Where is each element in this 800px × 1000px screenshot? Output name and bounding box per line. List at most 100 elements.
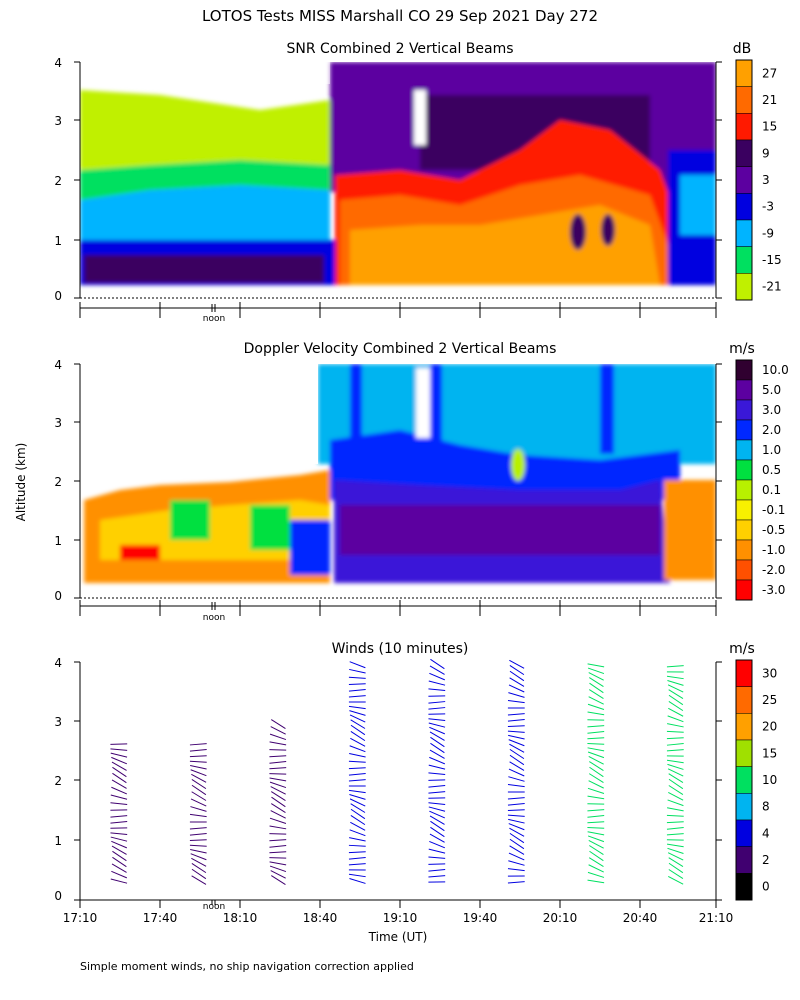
wind-barb-5-16: [507, 784, 525, 788]
winds-noon-label: noon: [203, 902, 225, 912]
wind-barb-6-2: [588, 864, 604, 873]
doppler-yticks: [74, 363, 722, 599]
wind-barb-2-21: [269, 755, 287, 758]
wind-barb-3-31: [348, 695, 366, 698]
wind-barb-4-16: [428, 785, 446, 788]
footnote: Simple moment winds, no ship navigation …: [80, 960, 414, 973]
winds-colorbar-swatch-7: [735, 846, 753, 874]
winds-colorbar-swatch-3: [735, 739, 753, 767]
snr-ytick-2: 2: [54, 174, 62, 188]
snr-colorbar-label-5: -3: [762, 200, 774, 214]
wind-barb-2-9: [269, 825, 287, 830]
winds-xtick-0: 17:10: [63, 911, 98, 925]
doppler-colorbar-swatch-6: [735, 479, 753, 501]
snr-colorbar-swatch-1: [735, 86, 753, 114]
winds-colorbar-swatch-4: [735, 766, 753, 794]
wind-barb-6-6: [588, 839, 604, 849]
wind-barb-0-16: [111, 779, 127, 789]
wind-barb-5-9: [508, 823, 525, 831]
wind-barb-3-27: [349, 714, 366, 723]
wind-barb-2-23: [269, 741, 287, 746]
wind-barb-3-18: [348, 773, 366, 776]
wind-barb-0-20: [111, 756, 128, 765]
doppler-ytick-4: 4: [54, 358, 62, 372]
doppler-colorbar-label-0: 10.0: [762, 363, 789, 377]
wind-barb-4-36: [430, 658, 445, 670]
wind-barb-1-14: [191, 791, 207, 801]
doppler-colorbar: m/s 10.0 5.0 3.0 2.0 1.0 0.5 0.1 -0.1 -0.5 -1.0 -2…: [729, 341, 789, 601]
wind-barb-6-24: [587, 737, 605, 740]
wind-barb-4-25: [429, 726, 446, 735]
winds-colorbar-swatch-1: [735, 686, 753, 714]
doppler-colorbar-label-6: 0.1: [762, 483, 781, 497]
wind-barb-7-1: [668, 869, 684, 880]
wind-barb-0-4: [112, 850, 127, 862]
wind-barb-3-13: [349, 798, 366, 807]
wind-barb-4-10: [429, 815, 445, 825]
wind-barb-1-23: [189, 743, 207, 746]
snr-noon-label: noon: [203, 314, 225, 324]
wind-barb-4-18: [428, 772, 446, 775]
winds-colorbar-label-8: 0: [762, 880, 770, 894]
snr-colorbar-label-7: -15: [762, 253, 782, 267]
wind-barb-5-31: [508, 692, 525, 698]
doppler-region-blank-top: [80, 364, 318, 464]
wind-barb-3-8: [349, 829, 366, 837]
wind-barb-7-2: [668, 862, 684, 874]
wind-barb-5-25: [507, 730, 525, 733]
wind-barb-0-18: [112, 766, 127, 778]
wind-barb-6-19: [589, 761, 604, 772]
wind-barb-1-1: [191, 868, 207, 880]
winds-yticks: [74, 661, 722, 901]
wind-barb-4-20: [429, 756, 446, 765]
wind-barb-2-11: [270, 810, 286, 819]
wind-barb-2-14: [271, 791, 286, 801]
wind-barb-1-15: [191, 784, 207, 796]
wind-barb-1-19: [190, 765, 207, 770]
wind-barb-6-7: [587, 835, 605, 843]
wind-barb-4-34: [429, 672, 446, 681]
winds-xtick-7: 20:40: [623, 911, 658, 925]
wind-barb-5-19: [509, 761, 525, 771]
wind-barb-4-35: [429, 665, 445, 675]
wind-barb-7-30: [668, 694, 684, 706]
wind-barb-4-1: [428, 875, 446, 878]
winds-ytick-2: 2: [54, 774, 62, 788]
winds-colorbar-swatch-8: [735, 873, 753, 901]
wind-barb-0-5: [111, 845, 127, 855]
wind-barb-7-15: [668, 785, 684, 796]
wind-barb-5-11: [507, 814, 525, 817]
wind-barb-1-2: [191, 862, 207, 874]
wind-barb-7-19: [667, 763, 684, 770]
wind-barb-0-22: [110, 748, 128, 751]
wind-barb-2-25: [270, 726, 286, 735]
wind-barb-0-3: [112, 856, 127, 868]
wind-barb-7-20: [666, 759, 684, 764]
snr-colorbar-label-2: 15: [762, 120, 777, 134]
wind-barb-6-21: [587, 751, 605, 759]
doppler-ytick-2: 2: [54, 475, 62, 489]
wind-barb-2-12: [270, 803, 286, 813]
doppler-region-left-red: [120, 545, 160, 560]
snr-region-gap: [414, 90, 426, 145]
wind-barb-2-1: [270, 870, 286, 879]
doppler-colorbar-swatch-11: [735, 579, 753, 601]
wind-barb-7-11: [666, 814, 684, 817]
wind-barb-4-7: [429, 833, 445, 843]
wind-barb-7-13: [667, 799, 684, 807]
snr-region-left-yellow: [80, 90, 330, 170]
doppler-colorbar-swatch-3: [735, 419, 753, 441]
wind-barb-2-26: [271, 719, 286, 730]
winds-xtick-4: 19:10: [383, 911, 418, 925]
wind-barb-1-16: [191, 779, 207, 790]
wind-barb-6-32: [589, 682, 604, 694]
wind-barb-7-26: [667, 723, 684, 728]
doppler-ytick-3: 3: [54, 416, 62, 430]
wind-barb-3-22: [349, 745, 366, 753]
wind-barb-5-34: [509, 670, 525, 682]
wind-barb-6-34: [588, 672, 604, 681]
wind-barb-1-17: [191, 773, 207, 783]
wind-barb-7-4: [667, 852, 684, 861]
wind-barb-5-36: [509, 659, 525, 669]
